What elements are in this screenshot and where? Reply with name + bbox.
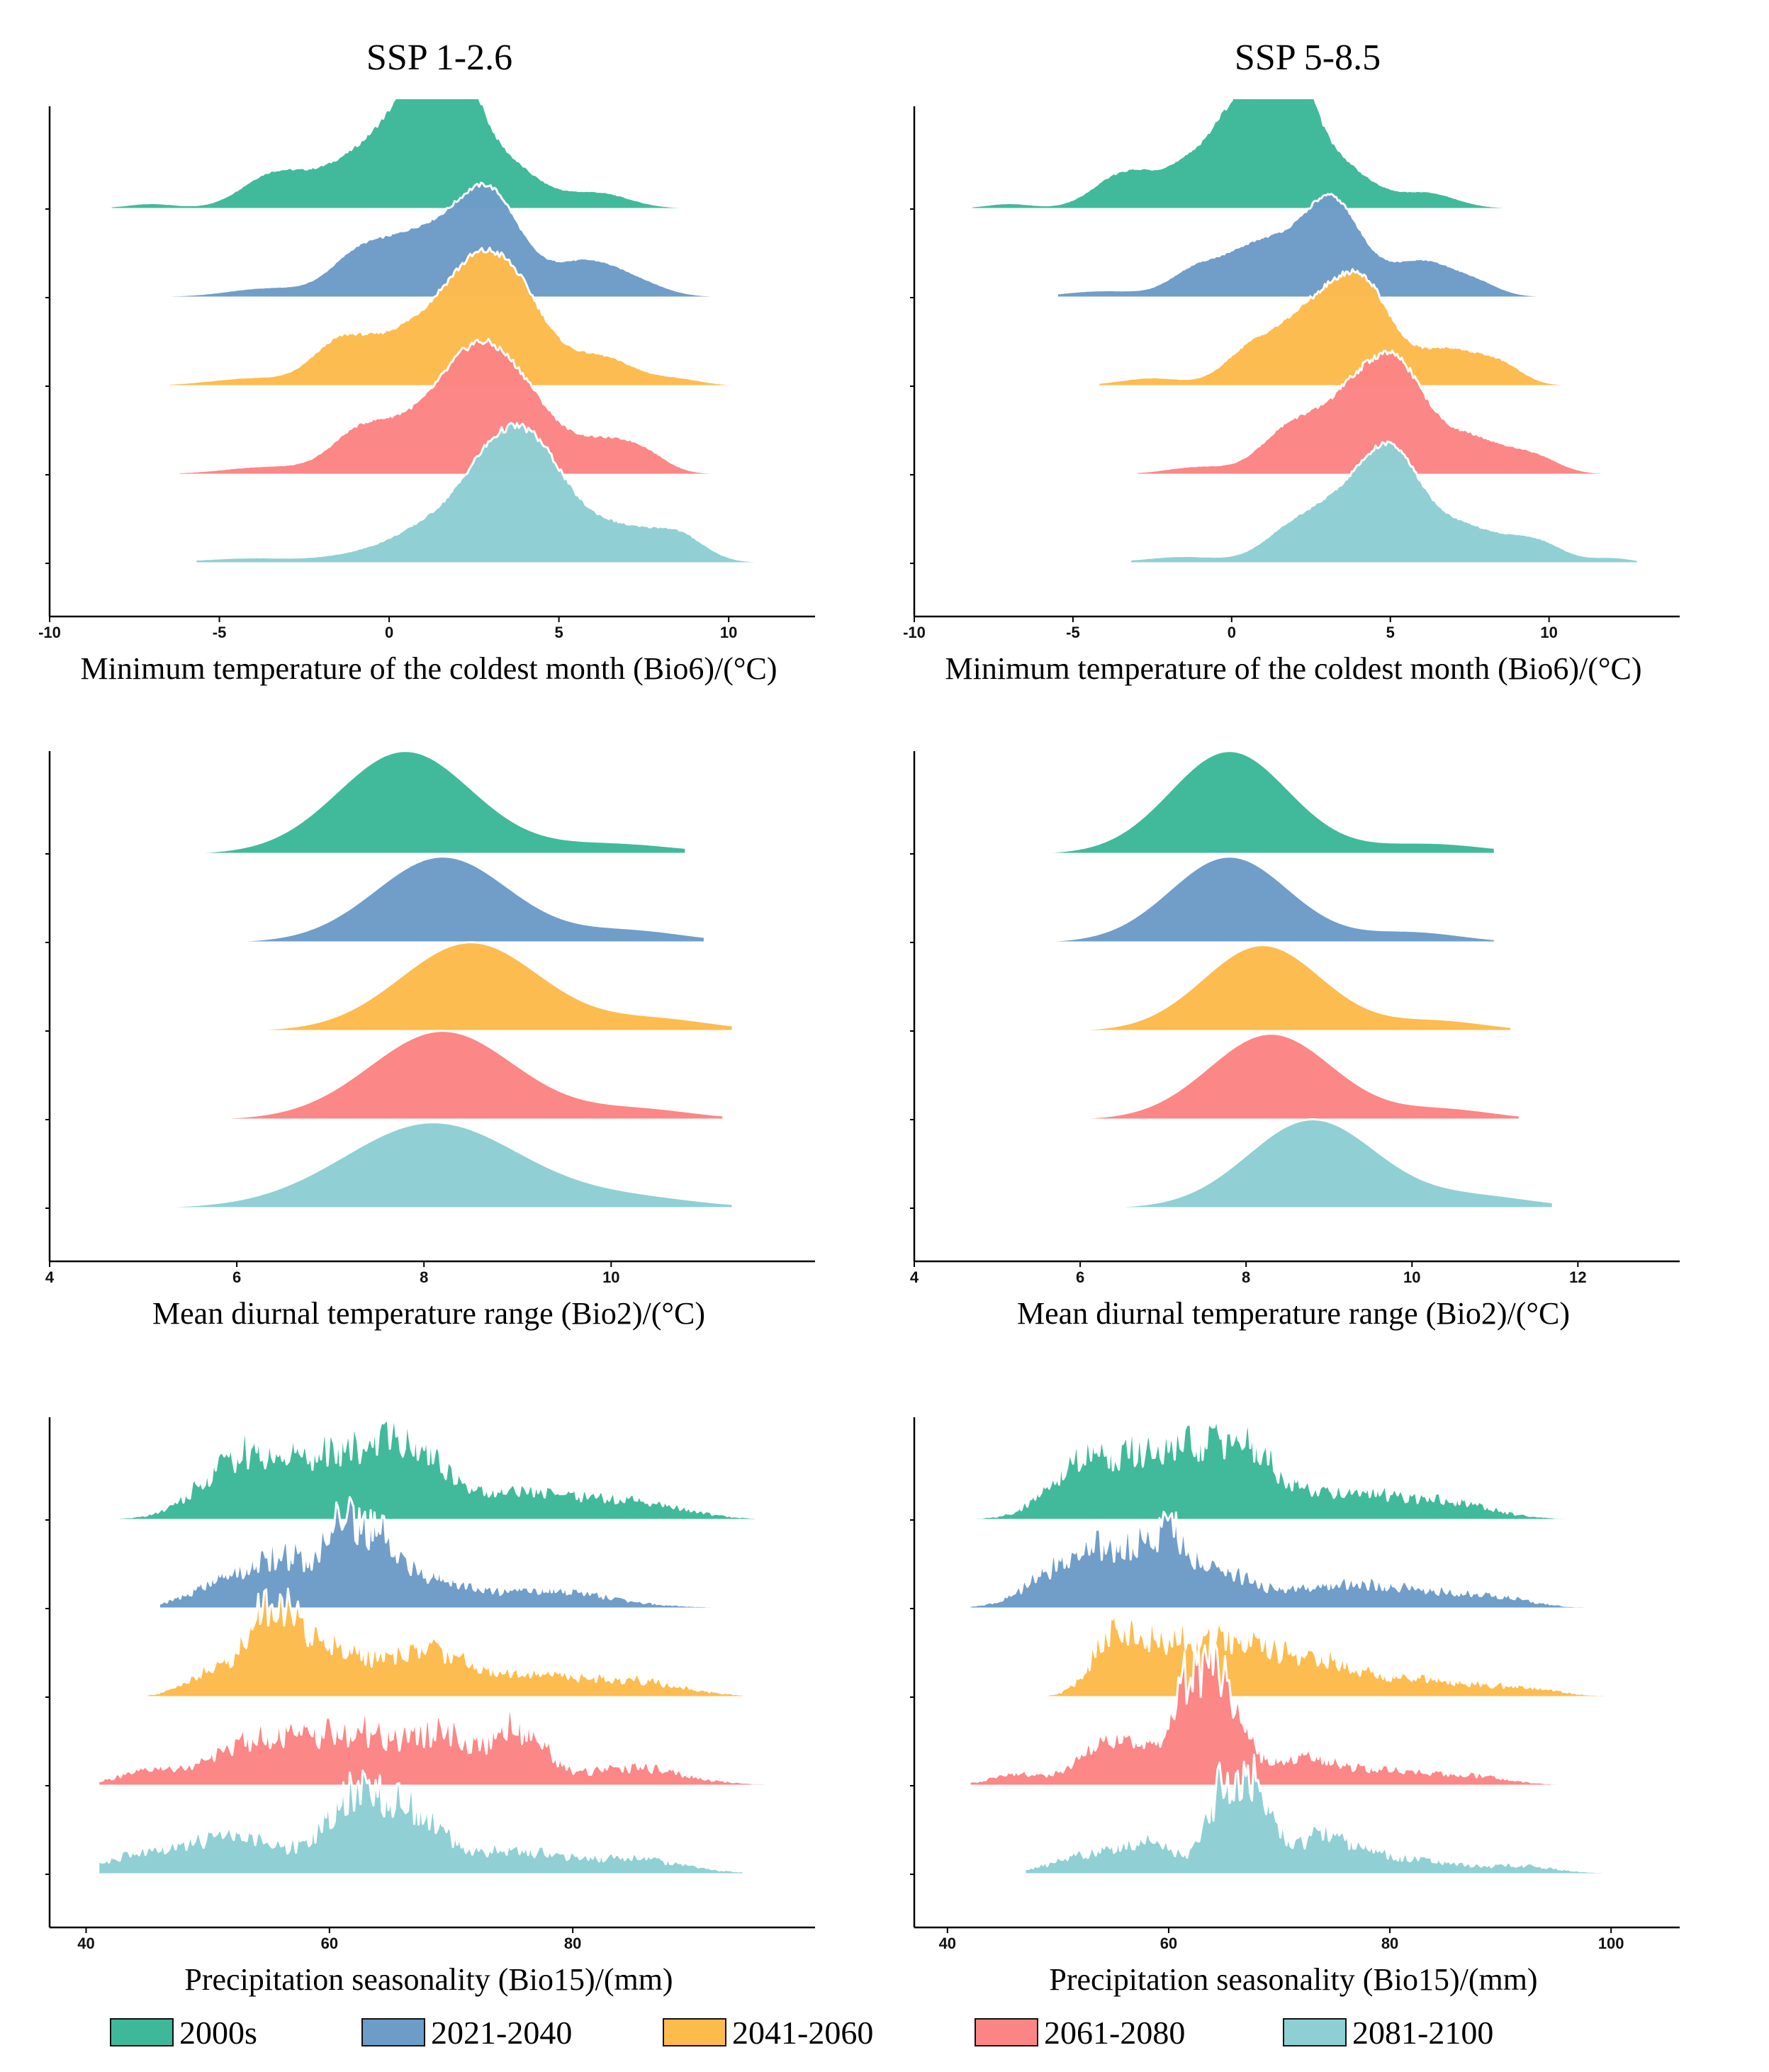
x-axis-label: Minimum temperature of the coldest month… — [945, 651, 1642, 686]
ridge-2021-2040 — [170, 855, 706, 944]
ridge-2061-2080 — [1135, 349, 1624, 476]
ridgeline-bio15-ssp585: 40 60 80 100 Precipitation seasonality (Bio1… — [893, 1410, 1743, 2005]
ridge-2081-2100 — [97, 1769, 744, 1876]
ridge-2021-2040 — [968, 1511, 1590, 1610]
ridge-2061-2080 — [1021, 1032, 1521, 1121]
legend-swatch-2000s — [110, 2018, 174, 2046]
x-axis-label: Mean diurnal temperature range (Bio2)/(°… — [152, 1296, 705, 1331]
ridgeline-bio15-ssp126: 40 60 80 Precipitation seasonality (Bio15)/… — [28, 1410, 879, 2005]
x-axis-label: Precipitation seasonality (Bio15)/(mm) — [1049, 1962, 1537, 1997]
ridge-2061-2080 — [161, 1030, 725, 1121]
legend-item-2041-2060: 2041-2060 — [663, 2011, 873, 2054]
legend-label-2041-2060: 2041-2060 — [732, 2014, 874, 2051]
legend-item-2081-2100: 2081-2100 — [1283, 2011, 1493, 2054]
x-tick-label: 80 — [564, 1935, 581, 1952]
ridge-2021-2040 — [160, 181, 730, 299]
ridge-2081-2100 — [1021, 1118, 1554, 1210]
x-tick-label: 6 — [1076, 1268, 1084, 1286]
x-tick-label: 4 — [45, 1268, 55, 1286]
ridge-2041-2060 — [145, 1587, 744, 1699]
x-tick-label: 0 — [385, 624, 393, 641]
ridge-2021-2040 — [1056, 193, 1560, 299]
x-tick-label: 40 — [939, 1935, 956, 1952]
ridgeline-bio6-ssp585: -10 -5 0 5 10 Minimum temperature of the cold… — [893, 99, 1743, 694]
ridge-2081-2100 — [161, 1121, 734, 1210]
ridge-2000s — [109, 99, 713, 210]
ridge-2041-2060 — [1035, 1611, 1612, 1699]
ridge-2041-2060 — [1097, 268, 1588, 388]
ridge-2081-2100 — [1023, 1753, 1634, 1876]
legend: 2000s 2021-2040 2041-2060 2061-2080 2081… — [0, 2011, 1769, 2061]
x-tick-label: 80 — [1381, 1935, 1398, 1952]
ridge-2021-2040 — [158, 1496, 732, 1610]
legend-item-2021-2040: 2021-2040 — [361, 2011, 572, 2054]
x-tick-label: -5 — [213, 624, 227, 641]
ridge-2061-2080 — [177, 337, 747, 476]
ridge-2081-2100 — [194, 422, 771, 565]
x-axis-label: Mean diurnal temperature range (Bio2)/(°… — [1017, 1296, 1570, 1331]
legend-label-2000s: 2000s — [179, 2014, 257, 2051]
legend-label-2021-2040: 2021-2040 — [431, 2014, 573, 2051]
ridge-2041-2060 — [170, 941, 734, 1032]
ridge-2081-2100 — [1129, 440, 1639, 565]
x-tick-label: 60 — [1160, 1935, 1177, 1952]
legend-item-2061-2080: 2061-2080 — [975, 2011, 1185, 2054]
ridgeline-bio2-ssp585: 4 6 8 10 12 Mean diurnal temperature range (B… — [893, 744, 1743, 1339]
x-tick-label: 0 — [1228, 624, 1236, 641]
ridge-2000s — [109, 1412, 757, 1521]
legend-item-2000s: 2000s — [110, 2011, 257, 2054]
x-tick-label: 10 — [1540, 624, 1557, 641]
x-axis-label: Minimum temperature of the coldest month… — [81, 651, 777, 686]
ridgeline-bio2-ssp126: 4 6 8 10 Mean diurnal temperature range (Bio… — [28, 744, 879, 1339]
x-tick-label: 10 — [720, 624, 737, 641]
x-tick-label: 10 — [1403, 1268, 1420, 1286]
x-tick-label: 8 — [420, 1268, 428, 1286]
x-tick-label: 60 — [321, 1935, 338, 1952]
x-tick-label: -10 — [38, 624, 61, 641]
column-title-ssp126: SSP 1-2.6 — [366, 38, 513, 78]
x-tick-label: 8 — [1242, 1268, 1250, 1286]
ridge-2061-2080 — [97, 1708, 769, 1787]
ridge-2061-2080 — [968, 1629, 1579, 1787]
ridge-2021-2040 — [1013, 855, 1496, 944]
ridge-2000s — [970, 99, 1534, 210]
x-tick-label: 5 — [554, 624, 563, 641]
ridge-2041-2060 — [167, 247, 754, 388]
column-title-ssp585: SSP 5-8.5 — [1234, 38, 1381, 78]
ridge-2000s — [151, 750, 687, 855]
x-axis-label: Precipitation seasonality (Bio15)/(mm) — [184, 1962, 673, 1997]
ridge-2000s — [1013, 750, 1496, 855]
x-tick-label: 100 — [1598, 1935, 1624, 1952]
x-tick-label: 6 — [232, 1268, 241, 1286]
x-tick-label: -10 — [903, 624, 926, 641]
ridge-2000s — [968, 1416, 1568, 1521]
ridge-2041-2060 — [1021, 944, 1513, 1032]
x-tick-label: -5 — [1066, 624, 1080, 641]
x-tick-label: 5 — [1386, 624, 1395, 641]
legend-swatch-2021-2040 — [361, 2018, 425, 2046]
legend-label-2061-2080: 2061-2080 — [1044, 2014, 1186, 2051]
ridgeline-bio6-ssp126: -10 -5 0 5 10 Minimum temperature of the cold… — [28, 99, 879, 694]
legend-swatch-2081-2100 — [1283, 2018, 1347, 2046]
x-tick-label: 10 — [602, 1268, 619, 1286]
legend-swatch-2061-2080 — [975, 2018, 1038, 2046]
legend-label-2081-2100: 2081-2100 — [1352, 2014, 1494, 2051]
x-tick-label: 12 — [1569, 1268, 1586, 1286]
legend-swatch-2041-2060 — [663, 2018, 726, 2046]
x-tick-label: 4 — [910, 1268, 919, 1286]
x-tick-label: 40 — [77, 1935, 94, 1952]
